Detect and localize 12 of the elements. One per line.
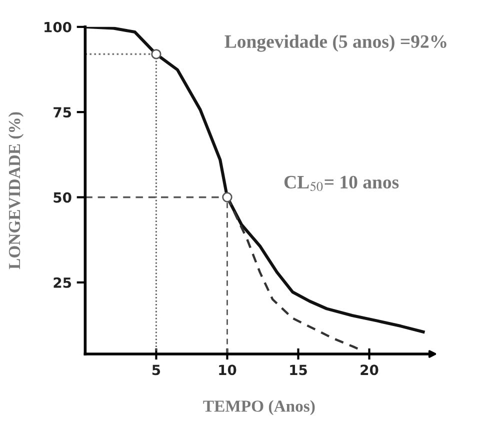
x-tick-label: 15	[290, 364, 307, 376]
x-tick-label: 10	[219, 364, 236, 376]
y-axis-title: LONGEVIDADE (%)	[8, 112, 24, 270]
annotation: CL$_{50}$= 10 anos	[284, 176, 399, 191]
y-tick-label: 25	[54, 277, 72, 288]
annotation: Longevidade (5 anos) =92%	[224, 34, 446, 52]
y-tick-label: 100	[44, 22, 72, 32]
y-tick-label: 75	[54, 107, 72, 118]
x-axis-title: TEMPO (Anos)	[203, 400, 315, 416]
x-tick-label: 5	[152, 364, 160, 376]
x-tick-label: 20	[360, 364, 378, 376]
y-tick-label: 50	[54, 192, 72, 203]
